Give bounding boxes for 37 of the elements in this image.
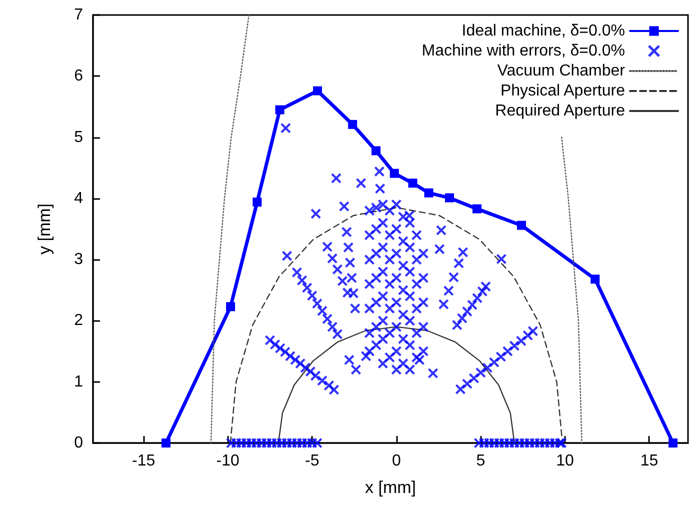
y-tick-label: 4 <box>74 190 84 207</box>
point <box>590 274 600 284</box>
y-tick-label: 0 <box>74 434 84 452</box>
point <box>348 120 358 129</box>
point <box>313 86 322 96</box>
legend-label: Vacuum Chamber <box>497 62 626 80</box>
point <box>444 193 454 202</box>
x-axis-title: x [mm] <box>365 478 416 497</box>
y-tick-label: 6 <box>74 68 84 85</box>
x-tick-label: 5 <box>476 452 486 470</box>
point <box>390 168 399 178</box>
legend-label: Physical Aperture <box>500 82 626 100</box>
y-tick-label: 3 <box>74 251 84 268</box>
x-tick-label: -5 <box>305 452 320 470</box>
point <box>252 198 262 207</box>
point <box>226 302 236 312</box>
point <box>161 438 170 448</box>
legend-label: Required Aperture <box>495 102 626 120</box>
y-tick-label: 2 <box>74 312 84 330</box>
x-tick-label: 0 <box>392 452 401 470</box>
point <box>408 178 418 188</box>
point <box>424 188 434 198</box>
y-tick-label: 1 <box>74 373 84 390</box>
x-tick-label: -10 <box>216 452 240 470</box>
legend-label: Ideal machine, δ=0.0% <box>462 22 625 40</box>
point <box>668 438 678 448</box>
x-tick-label: 10 <box>556 452 574 470</box>
x-tick-label: 15 <box>640 452 658 470</box>
point <box>472 204 482 214</box>
y-tick-label: 5 <box>74 128 84 146</box>
point <box>275 105 284 114</box>
point <box>372 146 381 156</box>
y-axis-title: y [mm] <box>35 204 54 254</box>
point <box>516 220 526 230</box>
legend-label: Machine with errors, δ=0.0% <box>422 42 625 60</box>
y-tick-label: 7 <box>74 6 84 24</box>
x-tick-label: -15 <box>132 452 156 470</box>
